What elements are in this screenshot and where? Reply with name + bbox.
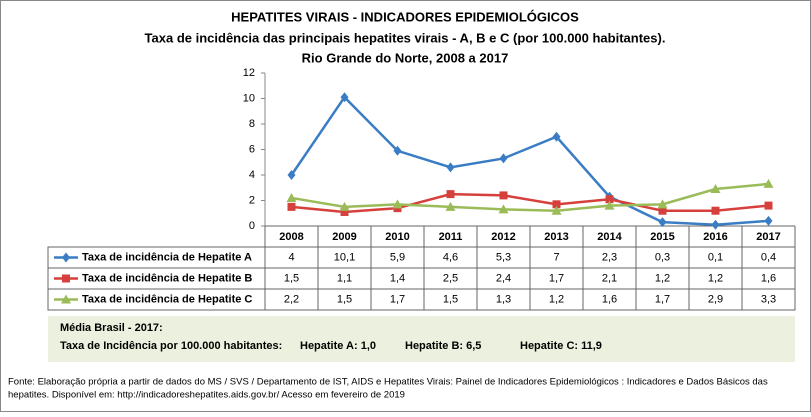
data-label: 2,2	[284, 293, 299, 305]
data-label: 0,3	[655, 251, 670, 263]
point	[340, 207, 349, 216]
data-label: 2,5	[443, 272, 458, 284]
data-label: 1,2	[549, 293, 564, 305]
y-tick-label: 0	[249, 220, 255, 232]
y-tick-label: 6	[249, 143, 255, 155]
data-label: 7	[553, 251, 559, 263]
point	[499, 153, 508, 164]
data-label: 1,7	[655, 293, 670, 305]
point	[604, 200, 615, 210]
point	[605, 195, 614, 204]
legend-label: Taxa de incidência de Hepatite A	[82, 251, 252, 263]
data-label: 2,1	[602, 272, 617, 284]
point	[446, 190, 455, 199]
point	[764, 201, 773, 210]
point	[498, 204, 509, 214]
data-label: 1,6	[602, 293, 617, 305]
point	[392, 199, 403, 209]
data-label: 1,7	[549, 272, 564, 284]
point	[286, 192, 297, 202]
series-line	[290, 95, 769, 226]
y-tick-label: 2	[249, 194, 255, 206]
data-label: 1,4	[390, 272, 405, 284]
x-tick-label: 2009	[332, 231, 356, 243]
point	[764, 215, 773, 226]
data-label: 5,3	[496, 251, 511, 263]
chart-subtitle: Rio Grande do Norte, 2008 a 2017	[302, 50, 509, 65]
data-label: 1,6	[761, 272, 776, 284]
point	[763, 178, 774, 188]
data-label: 3,3	[761, 293, 776, 305]
x-tick-label: 2010	[385, 231, 409, 243]
x-tick-label: 2011	[439, 231, 463, 243]
source: Fonte: Elaboração própria a partir de da…	[8, 377, 768, 388]
data-label: 0,4	[761, 251, 776, 263]
legend-label: Taxa de incidência de Hepatite C	[82, 293, 252, 305]
data-label: 5,9	[390, 251, 405, 263]
x-tick-label: 2017	[756, 231, 780, 243]
data-label: 1,1	[337, 272, 352, 284]
point	[657, 199, 668, 209]
note-text: Taxa de Incidência por 100.000 habitante…	[60, 340, 282, 352]
point	[552, 131, 561, 142]
series-line	[291, 192, 769, 214]
point	[552, 200, 561, 209]
point	[658, 206, 667, 215]
point	[393, 145, 402, 156]
data-label: 2,4	[496, 272, 511, 284]
series-line	[291, 182, 769, 212]
note-text: Hepatite B: 6,5	[405, 340, 481, 352]
point	[340, 92, 349, 103]
x-tick-label: 2012	[491, 231, 515, 243]
point	[711, 219, 720, 230]
x-tick-label: 2016	[703, 231, 727, 243]
point	[446, 162, 455, 173]
x-tick-label: 2015	[650, 231, 674, 243]
point	[339, 201, 350, 211]
data-label: 10,1	[334, 251, 355, 263]
point	[61, 294, 71, 304]
y-tick-label: 8	[249, 118, 255, 130]
x-tick-label: 2014	[597, 231, 622, 243]
data-label: 0,1	[708, 251, 723, 263]
y-tick-label: 12	[243, 67, 255, 79]
point	[499, 191, 508, 200]
note-text: Hepatite A: 1,0	[300, 340, 376, 352]
point	[710, 184, 721, 194]
chart-title: HEPATITES VIRAIS - INDICADORES EPIDEMIOL…	[231, 9, 579, 24]
data-label: 2,9	[708, 293, 723, 305]
y-tick-label: 10	[243, 92, 255, 104]
chart-subtitle: Taxa de incidência das principais hepati…	[145, 30, 666, 45]
legend-label: Taxa de incidência de Hepatite B	[82, 272, 252, 284]
data-label: 2,3	[602, 251, 617, 263]
data-label: 1,2	[708, 272, 723, 284]
point	[62, 274, 70, 283]
note-title: Média Brasil - 2017:	[60, 322, 163, 334]
data-label: 1,5	[443, 293, 458, 305]
note-text: Hepatite C: 11,9	[520, 340, 602, 352]
data-label: 4	[288, 251, 294, 263]
point	[551, 205, 562, 215]
source: hepatites. Disponível em: http://indicad…	[8, 390, 405, 401]
data-label: 1,5	[284, 272, 299, 284]
note-box	[48, 316, 795, 362]
x-tick-label: 2013	[544, 231, 568, 243]
data-label: 1,3	[496, 293, 511, 305]
point	[287, 170, 296, 180]
data-label: 4,6	[443, 251, 458, 263]
point	[711, 206, 720, 215]
data-label: 1,2	[655, 272, 670, 284]
x-tick-label: 2008	[279, 231, 303, 243]
point	[658, 217, 667, 228]
point	[62, 252, 70, 263]
point	[445, 201, 456, 211]
data-label: 1,7	[390, 293, 405, 305]
data-label: 1,5	[337, 293, 352, 305]
y-tick-label: 4	[249, 169, 255, 181]
point	[287, 202, 296, 211]
